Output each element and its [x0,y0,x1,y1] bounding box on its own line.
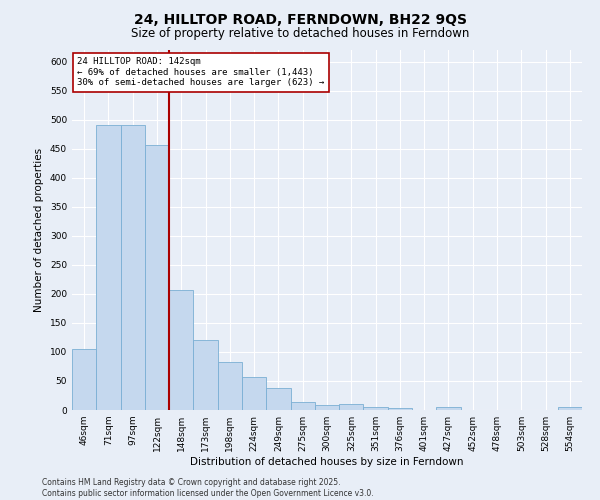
Text: 24 HILLTOP ROAD: 142sqm
← 69% of detached houses are smaller (1,443)
30% of semi: 24 HILLTOP ROAD: 142sqm ← 69% of detache… [77,57,325,87]
Bar [193,340,218,410]
Text: Size of property relative to detached houses in Ferndown: Size of property relative to detached ho… [131,28,469,40]
Bar [169,290,193,410]
Bar [388,408,412,410]
Text: Contains HM Land Registry data © Crown copyright and database right 2025.
Contai: Contains HM Land Registry data © Crown c… [42,478,374,498]
Bar [558,406,582,410]
Bar [339,404,364,410]
Bar [242,377,266,410]
Y-axis label: Number of detached properties: Number of detached properties [34,148,44,312]
X-axis label: Distribution of detached houses by size in Ferndown: Distribution of detached houses by size … [190,457,464,467]
Bar [96,126,121,410]
Bar [121,126,145,410]
Bar [315,406,339,410]
Bar [364,407,388,410]
Bar [266,388,290,410]
Text: 24, HILLTOP ROAD, FERNDOWN, BH22 9QS: 24, HILLTOP ROAD, FERNDOWN, BH22 9QS [133,12,467,26]
Bar [436,407,461,410]
Bar [290,402,315,410]
Bar [218,362,242,410]
Bar [145,144,169,410]
Bar [72,349,96,410]
